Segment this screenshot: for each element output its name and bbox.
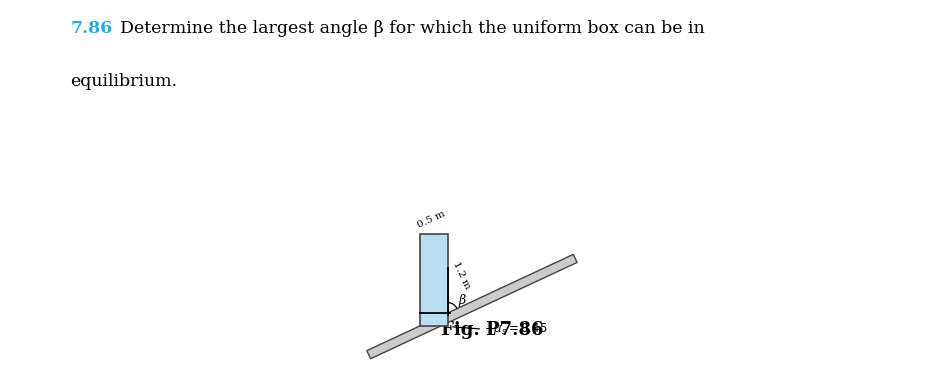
Polygon shape (367, 254, 577, 359)
Text: Determine the largest angle β for which the uniform box can be in: Determine the largest angle β for which … (120, 20, 704, 36)
Text: β: β (458, 294, 465, 307)
Polygon shape (420, 234, 447, 326)
Text: Fig. P7.86: Fig. P7.86 (441, 321, 544, 339)
Text: 1.2 m: 1.2 m (451, 260, 472, 290)
Text: 7.86: 7.86 (70, 20, 113, 36)
Text: $-\mu_s = 0.45$: $-\mu_s = 0.45$ (484, 321, 548, 337)
Text: equilibrium.: equilibrium. (70, 73, 177, 89)
Text: 0.5 m: 0.5 m (416, 209, 446, 230)
